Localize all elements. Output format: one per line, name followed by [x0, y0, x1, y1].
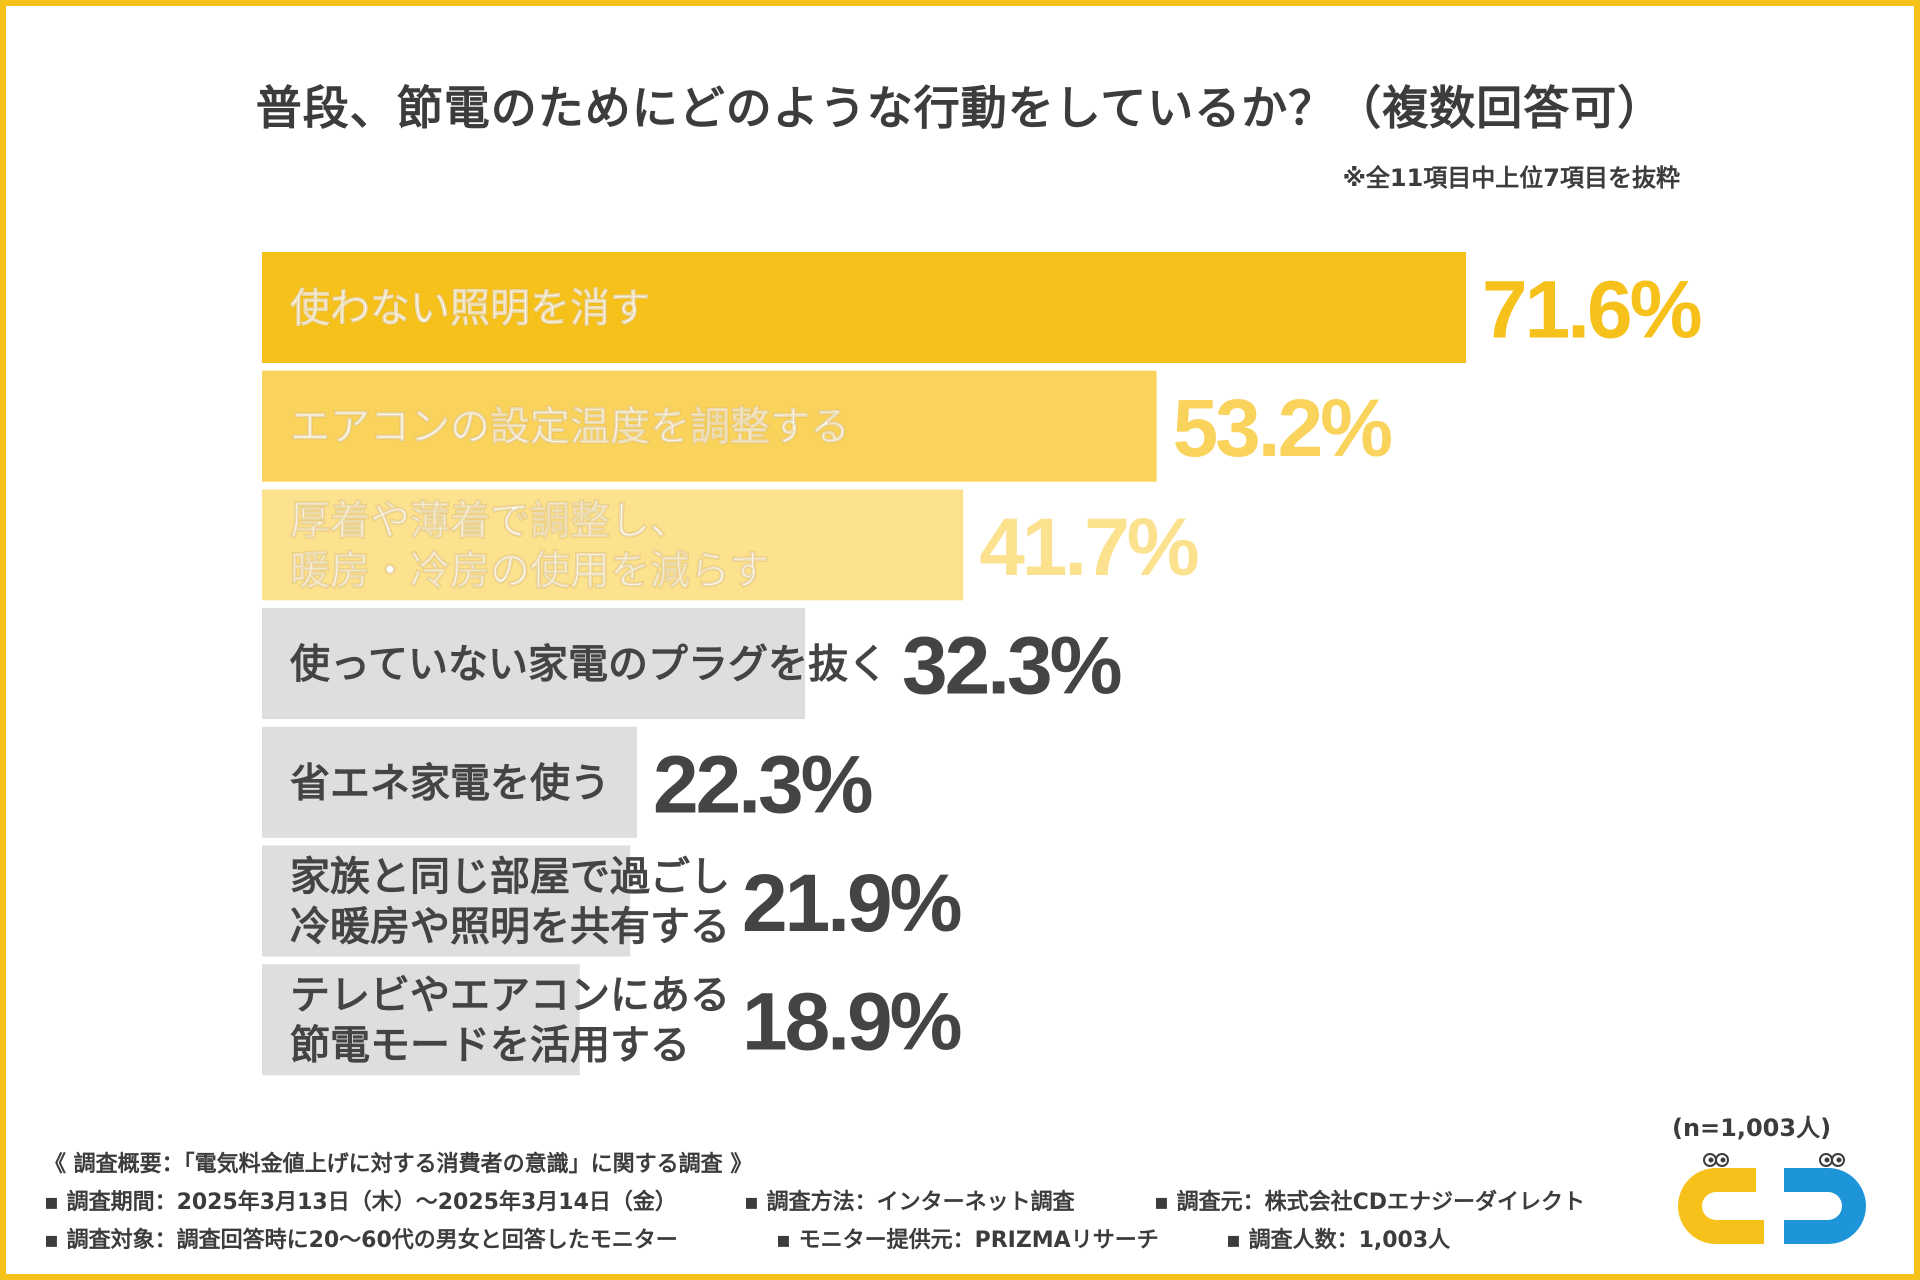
bar-1: [262, 252, 1466, 363]
bar-label-5: 省エネ家電を使う: [290, 760, 610, 806]
value-label-4: 32.3%: [902, 621, 1121, 712]
value-label-1: 71.6%: [1482, 265, 1701, 356]
sample-size: (n=1,003人): [1672, 1114, 1832, 1142]
bar-label-2: エアコンの設定温度を調整する: [290, 404, 850, 450]
survey-period: ▪ 調査期間：2025年3月13日（木）〜2025年3月14日（金）: [44, 1190, 677, 1215]
survey-row-2: ▪ 調査対象：調査回答時に20〜60代の男女と回答したモニター ▪ モニター提供元…: [44, 1222, 1585, 1260]
survey-method: ▪ 調査方法：インターネット調査: [744, 1190, 1075, 1215]
survey-source: ▪ 調査元：株式会社CDエナジーダイレクト: [1154, 1190, 1585, 1215]
bar-2: [262, 370, 1157, 482]
value-label-5: 22.3%: [653, 739, 872, 830]
survey-heading: 《 調査概要：「電気料金値上げに対する消費者の意識」に関する調査 》: [44, 1152, 753, 1177]
chart-title: 普段、節電のためにどのような行動をしているか？（複数回答可）: [255, 81, 1665, 135]
bar-label-6: 家族と同じ部屋で過ごし冷暖房や照明を共有する: [290, 854, 730, 950]
bar-4: [262, 608, 806, 720]
bar-7: [262, 964, 580, 1076]
bar-6: [262, 845, 631, 957]
survey-row-1: ▪ 調査期間：2025年3月13日（木）〜2025年3月14日（金） ▪ 調査方法…: [44, 1184, 1585, 1222]
survey-count: ▪ 調査人数：1,003人: [1226, 1228, 1451, 1253]
bar-label-3: 厚着や薄着で調整し、暖房・冷房の使用を減らす: [290, 498, 769, 594]
bar-5: [262, 726, 637, 838]
survey-overview: 《 調査概要：「電気料金値上げに対する消費者の意識」に関する調査 》 ▪ 調査期…: [44, 1146, 1585, 1260]
survey-panel-provider: ▪ モニター提供元：PRIZMAリサーチ: [776, 1228, 1159, 1253]
survey-target: ▪ 調査対象：調査回答時に20〜60代の男女と回答したモニター: [44, 1228, 678, 1253]
chart-note: ※全11項目中上位7項目を抜粋: [1342, 164, 1680, 192]
value-label-3: 41.7%: [979, 502, 1198, 593]
brand-logo-icon: [1678, 1153, 1866, 1244]
value-label-2: 53.2%: [1173, 383, 1392, 474]
bar-label-4: 使っていない家電のプラグを抜く: [290, 642, 888, 688]
bar-label-7: テレビやエアコンにある節電モードを活用する: [290, 973, 730, 1069]
bar-3: [262, 489, 964, 601]
value-label-7: 18.9%: [742, 977, 961, 1068]
bar-label-1: 使わない照明を消す: [290, 286, 650, 332]
value-label-6: 21.9%: [742, 858, 961, 949]
